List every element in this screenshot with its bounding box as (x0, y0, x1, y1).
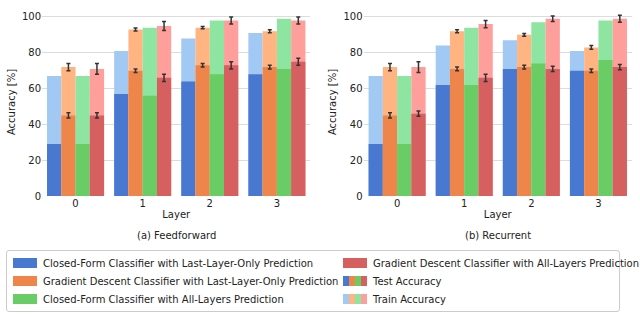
svg-text:Layer: Layer (484, 209, 513, 220)
svg-text:0: 0 (394, 198, 400, 209)
svg-text:3: 3 (595, 198, 601, 209)
svg-text:0: 0 (356, 191, 362, 202)
svg-text:2: 2 (207, 198, 213, 209)
svg-text:20: 20 (350, 155, 363, 166)
svg-text:40: 40 (350, 119, 363, 130)
svg-text:0: 0 (35, 191, 41, 202)
svg-text:100: 100 (343, 11, 362, 22)
svg-text:20: 20 (28, 155, 41, 166)
svg-text:1: 1 (461, 198, 467, 209)
svg-text:Accuracy [%]: Accuracy [%] (6, 69, 17, 135)
html-text:Gradient Descent Classifier wi: Gradient Descent Classifier with Last-La… (43, 275, 339, 287)
svg-text:40: 40 (28, 119, 41, 130)
svg-text:(a) Feedforward: (a) Feedforward (137, 230, 216, 241)
html-text:Closed-Form Classifier with La: Closed-Form Classifier with Last-Layer-O… (43, 257, 314, 269)
html-text:Test Accuracy: Test Accuracy (373, 275, 442, 287)
svg-text:1: 1 (139, 198, 145, 209)
html-text:Gradient Descent Classifier wi: Gradient Descent Classifier with All-Lay… (373, 257, 639, 269)
svg-text:60: 60 (28, 83, 41, 94)
svg-text:80: 80 (28, 47, 41, 58)
svg-text:Layer: Layer (162, 209, 191, 220)
svg-text:80: 80 (350, 47, 363, 58)
html-text:Closed-Form Classifier with Al: Closed-Form Classifier with All-Layers P… (43, 293, 284, 305)
svg-text:100: 100 (22, 11, 41, 22)
svg-text:(b) Recurrent: (b) Recurrent (465, 230, 531, 241)
svg-text:60: 60 (350, 83, 363, 94)
html-text:Train Accuracy: Train Accuracy (373, 293, 446, 305)
svg-text:0: 0 (72, 198, 78, 209)
svg-text:Accuracy [%]: Accuracy [%] (327, 69, 338, 135)
svg-text:3: 3 (274, 198, 280, 209)
svg-text:2: 2 (528, 198, 534, 209)
